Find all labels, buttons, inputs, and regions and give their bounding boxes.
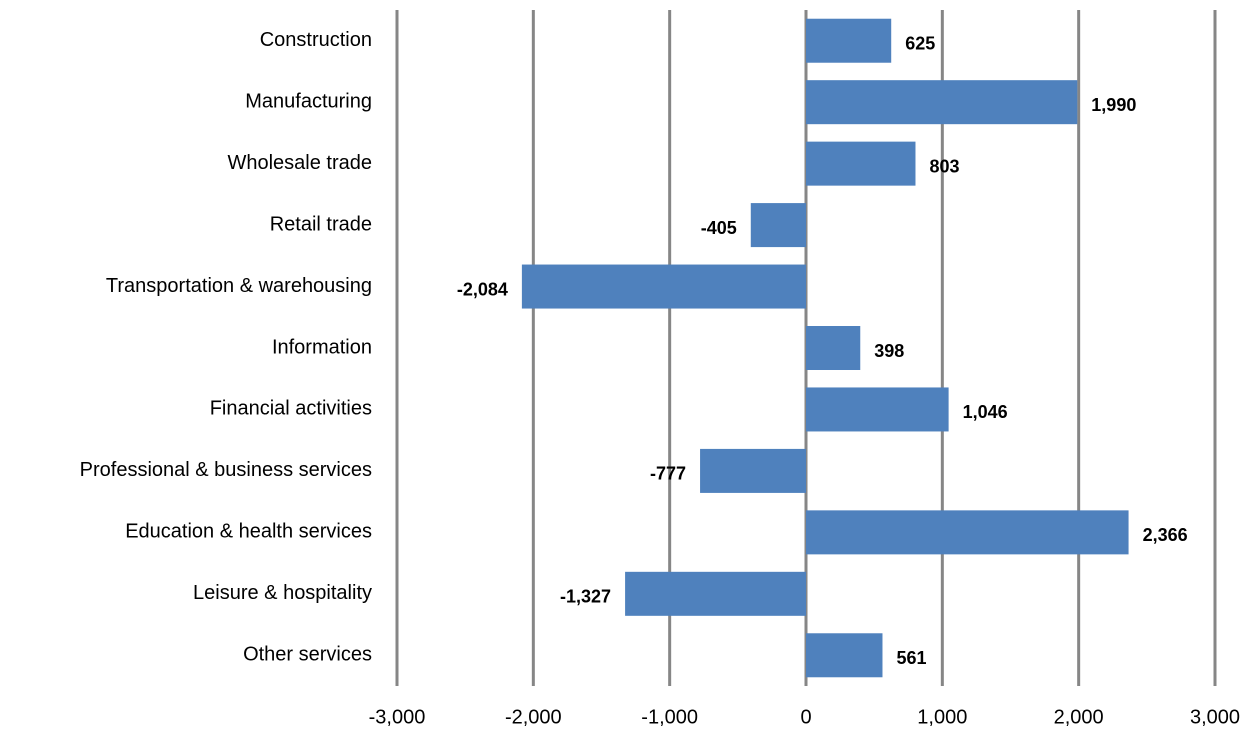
bar xyxy=(750,203,806,248)
x-tick-label: 1,000 xyxy=(917,706,967,728)
value-label: -777 xyxy=(650,464,686,484)
bar xyxy=(806,141,916,186)
value-label: 625 xyxy=(905,33,935,53)
category-label: Other services xyxy=(243,644,372,666)
value-label: -405 xyxy=(701,218,737,238)
category-label: Wholesale trade xyxy=(227,152,372,174)
bar xyxy=(806,326,861,370)
x-tick-label: -1,000 xyxy=(641,706,698,728)
value-label: -2,084 xyxy=(457,279,508,299)
value-label: 561 xyxy=(896,648,926,668)
bar xyxy=(521,264,806,309)
category-label: Leisure & hospitality xyxy=(193,582,372,604)
x-tick-label: -2,000 xyxy=(505,706,562,728)
x-tick-label: 0 xyxy=(800,706,811,728)
bar xyxy=(806,633,883,678)
category-label: Financial activities xyxy=(210,398,372,420)
category-label: Information xyxy=(272,336,372,358)
category-label: Professional & business services xyxy=(80,459,372,481)
category-label: Transportation & warehousing xyxy=(106,275,372,297)
bar xyxy=(806,18,892,63)
bar xyxy=(806,510,1129,555)
category-label: Construction xyxy=(260,29,372,51)
value-label: 803 xyxy=(929,156,959,176)
category-label: Manufacturing xyxy=(245,90,372,112)
x-tick-label: 3,000 xyxy=(1190,706,1240,728)
value-label: 1,046 xyxy=(963,402,1008,422)
bar xyxy=(625,571,806,616)
bar xyxy=(806,80,1078,125)
value-label: 398 xyxy=(874,341,904,361)
category-label: Retail trade xyxy=(270,213,372,235)
category-label: Education & health services xyxy=(125,521,372,543)
x-tick-label: -3,000 xyxy=(369,706,426,728)
bar xyxy=(806,387,949,432)
bar xyxy=(700,448,806,493)
value-label: 1,990 xyxy=(1091,95,1136,115)
value-label: 2,366 xyxy=(1143,525,1188,545)
value-label: -1,327 xyxy=(560,587,611,607)
x-tick-label: 2,000 xyxy=(1054,706,1104,728)
